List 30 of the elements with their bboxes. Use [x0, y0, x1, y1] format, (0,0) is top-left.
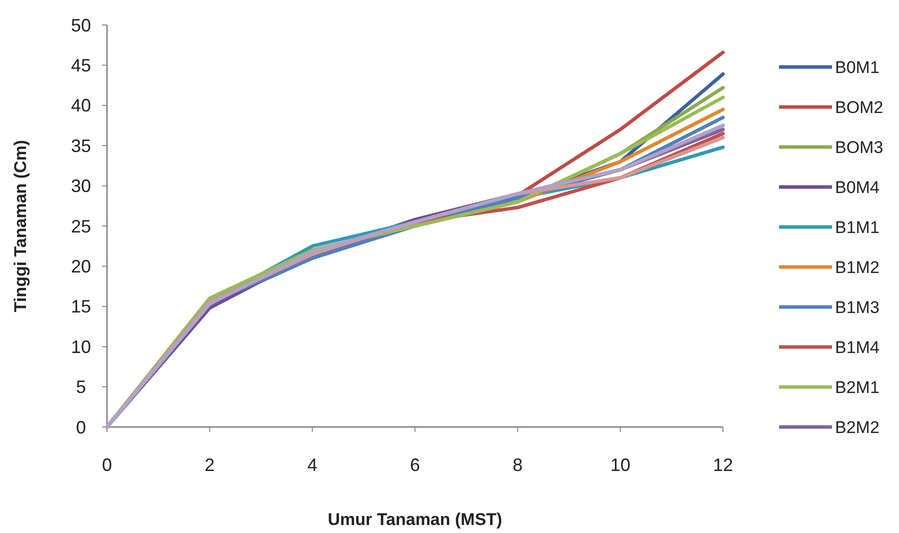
- x-tick-label: 8: [512, 455, 523, 475]
- y-tick-label: 25: [70, 216, 92, 236]
- y-tick-label: 10: [70, 336, 92, 357]
- y-tick-label: 30: [70, 176, 92, 196]
- x-tick-label: 12: [712, 455, 734, 475]
- legend-label: B2M2: [835, 418, 880, 437]
- legend-label: BOM2: [835, 98, 884, 117]
- x-tick-label: 0: [102, 455, 112, 475]
- y-tick-label: 50: [70, 15, 92, 36]
- legend-label: B2M1: [835, 378, 880, 397]
- x-tick-label: 4: [307, 455, 318, 475]
- y-tick-label: 20: [70, 256, 92, 276]
- x-tick-label: 2: [204, 455, 215, 475]
- legend-label: B1M1: [835, 218, 880, 237]
- legend-label: BOM3: [835, 138, 884, 157]
- y-tick-label: 40: [70, 96, 92, 116]
- legend-label: B0M4: [835, 178, 880, 197]
- y-tick-label: 35: [70, 136, 92, 156]
- y-tick-label: 5: [76, 377, 86, 398]
- y-tick-label: 45: [70, 56, 92, 76]
- legend-label: B1M4: [835, 338, 880, 357]
- y-axis-title: Tinggi Tanaman (Cm): [11, 140, 30, 312]
- y-tick-label: 0: [76, 417, 86, 438]
- x-tick-label: 6: [410, 455, 420, 475]
- legend-label: B1M3: [835, 298, 880, 317]
- x-axis-title: Umur Tanaman (MST): [328, 510, 502, 529]
- y-tick-label: 15: [70, 296, 92, 317]
- legend-label: B0M1: [835, 58, 880, 77]
- legend-label: B1M2: [835, 258, 880, 277]
- x-tick-label: 10: [610, 455, 630, 475]
